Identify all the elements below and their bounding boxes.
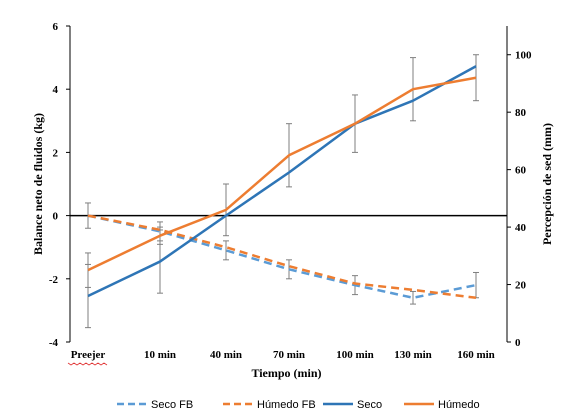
x-tick-label: 70 min [273,349,305,361]
series-line-1 [87,214,477,300]
legend-label: Húmedo [438,399,480,411]
x-axis-ticks: Preejer 10 min 40 min 70 min 100 min 130 min 1… [67,349,495,366]
right-tick-label: 0 [515,337,521,349]
left-tick-label: -2 [49,274,59,286]
x-tick-label: 160 min [457,349,495,361]
left-tick-label: 4 [53,84,59,96]
series-lines [87,65,477,300]
right-tick-label: 40 [515,222,527,234]
right-tick-label: 60 [515,165,527,177]
x-tick-label: 10 min [144,349,176,361]
right-y-axis-title: Percepción de sed (mm) [540,123,554,245]
legend: Seco FB Húmedo FB Seco Húmedo [117,399,480,411]
series-line-3 [87,76,477,272]
x-tick-label: 130 min [394,349,432,361]
axes [69,26,508,342]
x-tick-label: 40 min [210,349,242,361]
left-tick-label: 6 [53,21,59,33]
x-tick-label: Preejer [71,349,106,361]
right-axis-ticks: 0 20 40 60 80 100 [507,50,532,349]
left-tick-label: -4 [49,337,59,349]
left-tick-label: 2 [53,147,59,159]
series-line-0 [87,214,477,300]
series-line-2 [87,65,477,298]
x-tick-label: 100 min [336,349,374,361]
right-tick-label: 80 [515,107,527,119]
right-tick-label: 20 [515,280,527,292]
right-tick-label: 100 [515,50,532,62]
legend-label: Húmedo FB [257,399,316,411]
x-axis-title: Tiempo (min) [251,366,321,380]
left-axis-ticks: -4 -2 0 2 4 6 [49,21,70,349]
left-tick-label: 0 [53,211,59,223]
left-y-axis-title: Balance neto de fluidos (kg) [31,113,45,255]
legend-label: Seco [357,399,382,411]
legend-label: Seco FB [151,399,193,411]
spellcheck-underline [67,362,108,366]
